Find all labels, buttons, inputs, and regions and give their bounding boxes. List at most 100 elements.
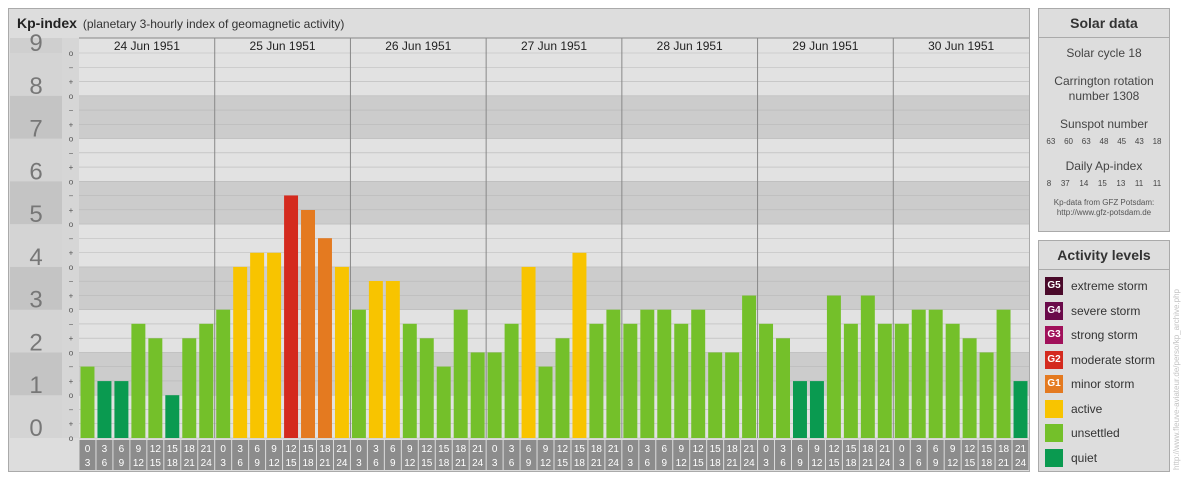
- ap-value: 8: [1046, 179, 1052, 188]
- kp-bar: [504, 323, 519, 438]
- interval-start-label: 21: [879, 444, 891, 455]
- kp-bar: [708, 352, 723, 438]
- interval-end-label: 15: [421, 458, 433, 469]
- sub-tick-label: −: [69, 63, 74, 72]
- kp-number-band: [10, 181, 62, 225]
- interval-label-box: [571, 440, 588, 470]
- interval-end-label: 12: [133, 458, 145, 469]
- interval-start-label: 15: [710, 444, 722, 455]
- ap-value: 14: [1079, 179, 1089, 188]
- interval-end-label: 3: [356, 458, 362, 469]
- sub-tick-label: o: [69, 348, 74, 357]
- interval-end-label: 21: [184, 458, 196, 469]
- legend-swatch: G5: [1045, 277, 1063, 296]
- activity-levels-panel: Activity levels G5 extreme storm G4 severe …: [1038, 240, 1170, 472]
- interval-end-label: 15: [285, 458, 297, 469]
- interval-end-label: 18: [710, 458, 722, 469]
- interval-start-label: 3: [916, 444, 922, 455]
- kp-bar: [589, 323, 604, 438]
- kp-bar: [521, 266, 536, 438]
- kp-bar: [776, 338, 790, 438]
- source-line1: Kp-data from GFZ Potsdam:: [1053, 198, 1155, 207]
- interval-label-box: [350, 440, 367, 470]
- sunspot-value: 48: [1099, 137, 1109, 146]
- interval-label-box: [554, 440, 571, 470]
- interval-label-box: [300, 440, 316, 470]
- interval-label-box: [333, 440, 350, 470]
- interval-start-label: 0: [899, 444, 905, 455]
- ap-value: 13: [1116, 179, 1126, 188]
- interval-label-box: [927, 440, 944, 470]
- interval-label-box: [503, 440, 520, 470]
- interval-start-label: 15: [302, 444, 314, 455]
- sub-tick-label: −: [69, 277, 74, 286]
- legend-label: unsettled: [1071, 426, 1120, 441]
- interval-end-label: 9: [390, 458, 396, 469]
- interval-start-label: 3: [102, 444, 108, 455]
- interval-label-box: [215, 440, 232, 470]
- interval-start-label: 12: [828, 444, 840, 455]
- kp-band-top: [79, 38, 1029, 53]
- kp-band: [79, 224, 1029, 267]
- interval-label-box: [520, 440, 537, 470]
- interval-start-label: 3: [237, 444, 243, 455]
- sub-tick-label: −: [69, 363, 74, 372]
- source-line2: http://www.gfz-potsdam.de: [1056, 208, 1152, 217]
- interval-end-label: 12: [540, 458, 552, 469]
- legend-item: quiet: [1039, 446, 1169, 471]
- sunspot-value: 45: [1117, 137, 1127, 146]
- interval-end-label: 9: [254, 458, 260, 469]
- kp-bar: [267, 252, 282, 438]
- sub-tick-label: o: [69, 220, 74, 229]
- interval-end-label: 15: [828, 458, 840, 469]
- kp-band: [79, 181, 1029, 225]
- kp-chart-panel: Kp-index (planetary 3-hourly index of geo…: [8, 8, 1030, 472]
- interval-start-label: 6: [933, 444, 939, 455]
- kp-bar: [911, 309, 926, 438]
- interval-end-label: 21: [862, 458, 874, 469]
- interval-label-box: [79, 440, 96, 470]
- interval-end-label: 18: [302, 458, 314, 469]
- legend-swatch: G2: [1045, 350, 1063, 369]
- solar-data-panel: Solar data Solar cycle 18 Carrington rot…: [1038, 8, 1170, 232]
- legend-label: extreme storm: [1071, 279, 1148, 294]
- kp-bar: [351, 309, 366, 438]
- interval-end-label: 24: [472, 458, 484, 469]
- interval-start-label: 9: [814, 444, 820, 455]
- interval-start-label: 6: [254, 444, 260, 455]
- interval-label-box: [232, 440, 249, 470]
- sunspot-label: Sunspot number: [1059, 117, 1149, 131]
- legend-label: strong storm: [1071, 328, 1138, 343]
- kp-bar: [962, 338, 977, 438]
- kp-bar: [945, 323, 960, 438]
- kp-number-band: [10, 95, 62, 139]
- ap-value: 11: [1152, 179, 1162, 188]
- interval-label-box: [893, 440, 910, 470]
- legend-item: G1 minor storm: [1039, 372, 1169, 397]
- kp-bar: [165, 395, 180, 438]
- interval-label-box: [113, 440, 130, 470]
- sub-tick-label: o: [69, 177, 74, 186]
- interval-end-label: 24: [336, 458, 348, 469]
- interval-label-box: [825, 440, 842, 470]
- interval-label-box: [859, 440, 876, 470]
- watermark: http://www.fleuve-aviateur.de/perso/kp_a…: [1172, 289, 1181, 470]
- kp-bar: [979, 352, 994, 438]
- interval-start-label: 15: [981, 444, 993, 455]
- interval-start-label: 12: [285, 444, 297, 455]
- interval-end-label: 9: [661, 458, 667, 469]
- kp-bar: [640, 309, 655, 438]
- activity-levels-heading: Activity levels: [1039, 241, 1169, 270]
- interval-end-label: 9: [797, 458, 803, 469]
- interval-end-label: 24: [1015, 458, 1027, 469]
- interval-label-box: [622, 440, 639, 470]
- y-tick-label: 1: [29, 372, 42, 399]
- y-tick-label: 0: [29, 415, 42, 442]
- ap-values: 8 37 14 15 13 11 11: [1039, 179, 1169, 188]
- kp-bar: [843, 323, 858, 438]
- kp-bar: [334, 266, 349, 438]
- interval-end-label: 3: [899, 458, 905, 469]
- interval-label-box: [283, 440, 300, 470]
- kp-bar: [996, 309, 1011, 438]
- carrington-line1: Carrington rotation: [1054, 74, 1154, 88]
